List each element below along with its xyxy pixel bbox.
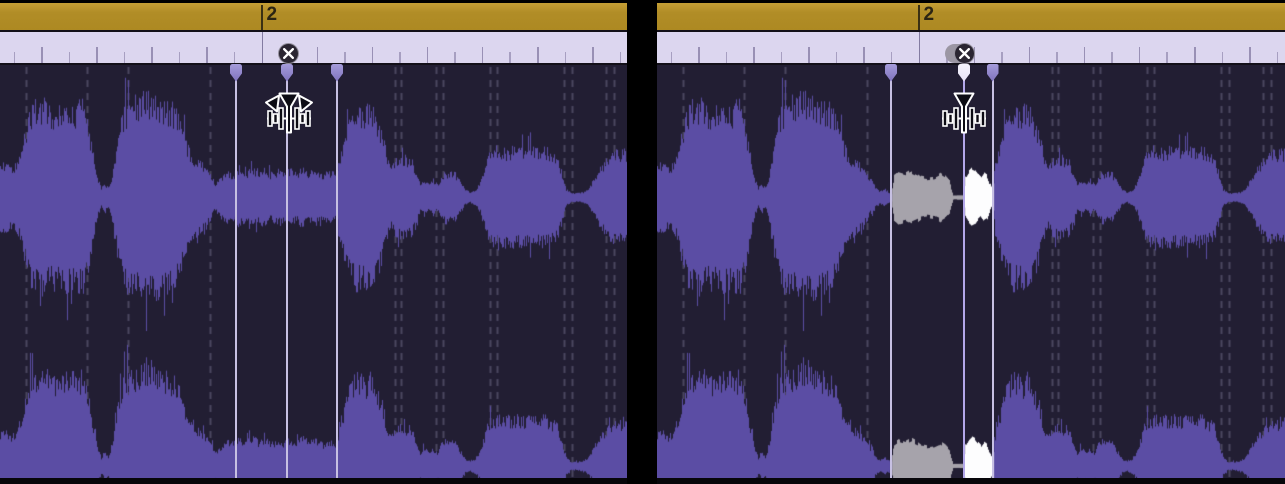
ruler-tick [537,46,539,63]
ruler-separator [657,30,1285,32]
track-bottom-border [0,478,627,484]
flex-marker-line[interactable] [991,65,994,478]
ruler-tick [344,51,346,63]
ruler-tick [1138,46,1141,63]
beat-tick [917,5,920,30]
ruler-tick [753,46,755,63]
x-icon [282,47,294,59]
ruler-tick [123,51,126,63]
ruler-tick [481,46,484,63]
track-bottom-border [657,478,1285,484]
ruler-tick [564,51,567,63]
ruler-tick [1249,46,1251,63]
ruler-tick [399,51,401,63]
ruler-tick [178,51,181,63]
ruler-tick [725,51,728,63]
ruler-separator [0,30,627,32]
ruler-tick [670,51,673,63]
ruler-tick [316,46,319,63]
ruler-tick [1111,51,1113,63]
flex-marker-line[interactable] [235,65,237,478]
ruler-tick [1276,51,1279,63]
flex-marker-handle[interactable] [885,63,897,82]
ruler-tick [233,51,236,63]
bar-ruler[interactable]: 2 [657,3,1285,30]
panel-divider [627,0,657,484]
ruler-tick [41,46,43,63]
region-panel-edited: 2 [657,0,1285,484]
ruler-tick [1221,51,1224,63]
flex-tool-single-icon [938,90,990,153]
ruler-tick [13,51,16,63]
waveform-lane[interactable] [0,65,627,484]
beat-tick [260,5,263,30]
ruler-tick [592,46,594,63]
ruler-tick [151,46,153,63]
flex-marker-handle[interactable] [331,63,343,82]
delete-flex-marker-button[interactable] [953,42,975,64]
region-panel-original: 2 [0,0,627,484]
ruler-tick [780,51,783,63]
ruler-tick [206,46,208,63]
ruler-tick [1056,51,1058,63]
beat-number-label: 2 [266,4,278,25]
ruler-tick [619,51,622,63]
ruler-separator [0,62,627,65]
ruler-tick [1166,51,1168,63]
flex-marker-line[interactable] [890,65,892,478]
flex-marker-handle[interactable] [986,63,999,82]
ruler-tick [426,46,429,63]
flex-marker-line[interactable] [963,65,965,478]
waveform-lane[interactable] [657,65,1285,484]
flex-marker-handle[interactable] [230,63,242,82]
ruler-tick [1028,46,1031,63]
ruler-tick [918,31,920,63]
beat-number-label: 2 [923,4,935,25]
ruler-tick [890,51,893,63]
flex-tool-multi-icon [263,90,315,153]
flex-marker-handle[interactable] [958,63,970,82]
ruler-tick [1001,51,1003,63]
ruler-tick [835,51,838,63]
bar-ruler[interactable]: 2 [0,3,627,30]
waveform-canvas[interactable] [657,65,1285,484]
ruler-tick [698,46,700,63]
ruler-tick [261,31,263,63]
delete-flex-marker-button[interactable] [277,42,299,64]
ruler-tick [371,46,374,63]
ruler-tick [1194,46,1196,63]
flex-marker-line[interactable] [286,65,288,478]
ruler-tick [96,46,98,63]
x-icon [958,47,970,59]
ruler-tick [454,51,456,63]
flex-marker-line[interactable] [336,65,338,478]
ruler-tick [863,46,865,63]
ruler-tick [808,46,810,63]
division-ruler[interactable] [0,31,627,63]
waveform-canvas[interactable] [0,65,627,484]
ruler-separator [657,62,1285,65]
flex-marker-handle[interactable] [281,63,293,82]
ruler-tick [1083,46,1086,63]
ruler-tick [509,51,511,63]
ruler-tick [68,51,71,63]
